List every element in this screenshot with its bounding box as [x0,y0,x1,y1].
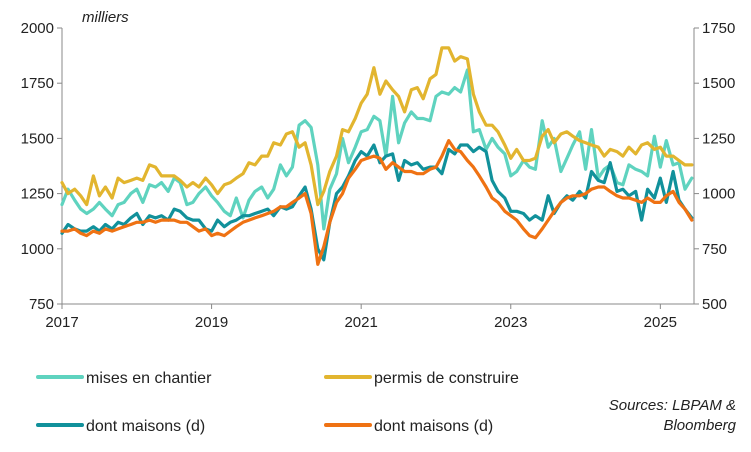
series-line-1 [60,68,694,231]
x-tick-label: 2019 [195,314,228,331]
legend: mises en chantier permis de construire don… [36,370,519,435]
x-tick-label: 2021 [344,314,377,331]
x-tick-label: 2017 [45,314,78,331]
x-tick-label: 2023 [494,314,527,331]
legend-label-3: dont maisons (d) [86,418,205,435]
right-tick-label: 1750 [702,20,735,37]
axes-frame [57,27,699,309]
x-tick-label: 2025 [644,314,677,331]
left-tick-label: 1250 [21,186,54,203]
series-layer [60,46,694,266]
legend-label-1: mises en chantier [86,370,212,387]
source-line-2: Bloomberg [663,417,736,434]
unit-label: milliers [82,9,129,26]
left-tick-label: 2000 [21,20,54,37]
left-tick-label: 1750 [21,75,54,92]
right-tick-label: 500 [702,296,727,313]
right-tick-label: 1000 [702,186,735,203]
right-tick-label: 750 [702,241,727,258]
tick-labels: 750 1000 1250 1500 1750 2000 500 750 1000 1250 150… [21,20,736,331]
left-tick-label: 750 [29,296,54,313]
left-tick-label: 1500 [21,130,54,147]
source-line-1: Sources: LBPAM & [609,397,736,414]
left-tick-label: 1000 [21,241,54,258]
series-line-4 [60,139,694,266]
right-tick-label: 1500 [702,75,735,92]
legend-label-4: dont maisons (d) [374,418,493,435]
series-line-2 [60,46,694,207]
legend-label-2: permis de construire [374,370,519,387]
right-tick-label: 1250 [702,130,735,147]
